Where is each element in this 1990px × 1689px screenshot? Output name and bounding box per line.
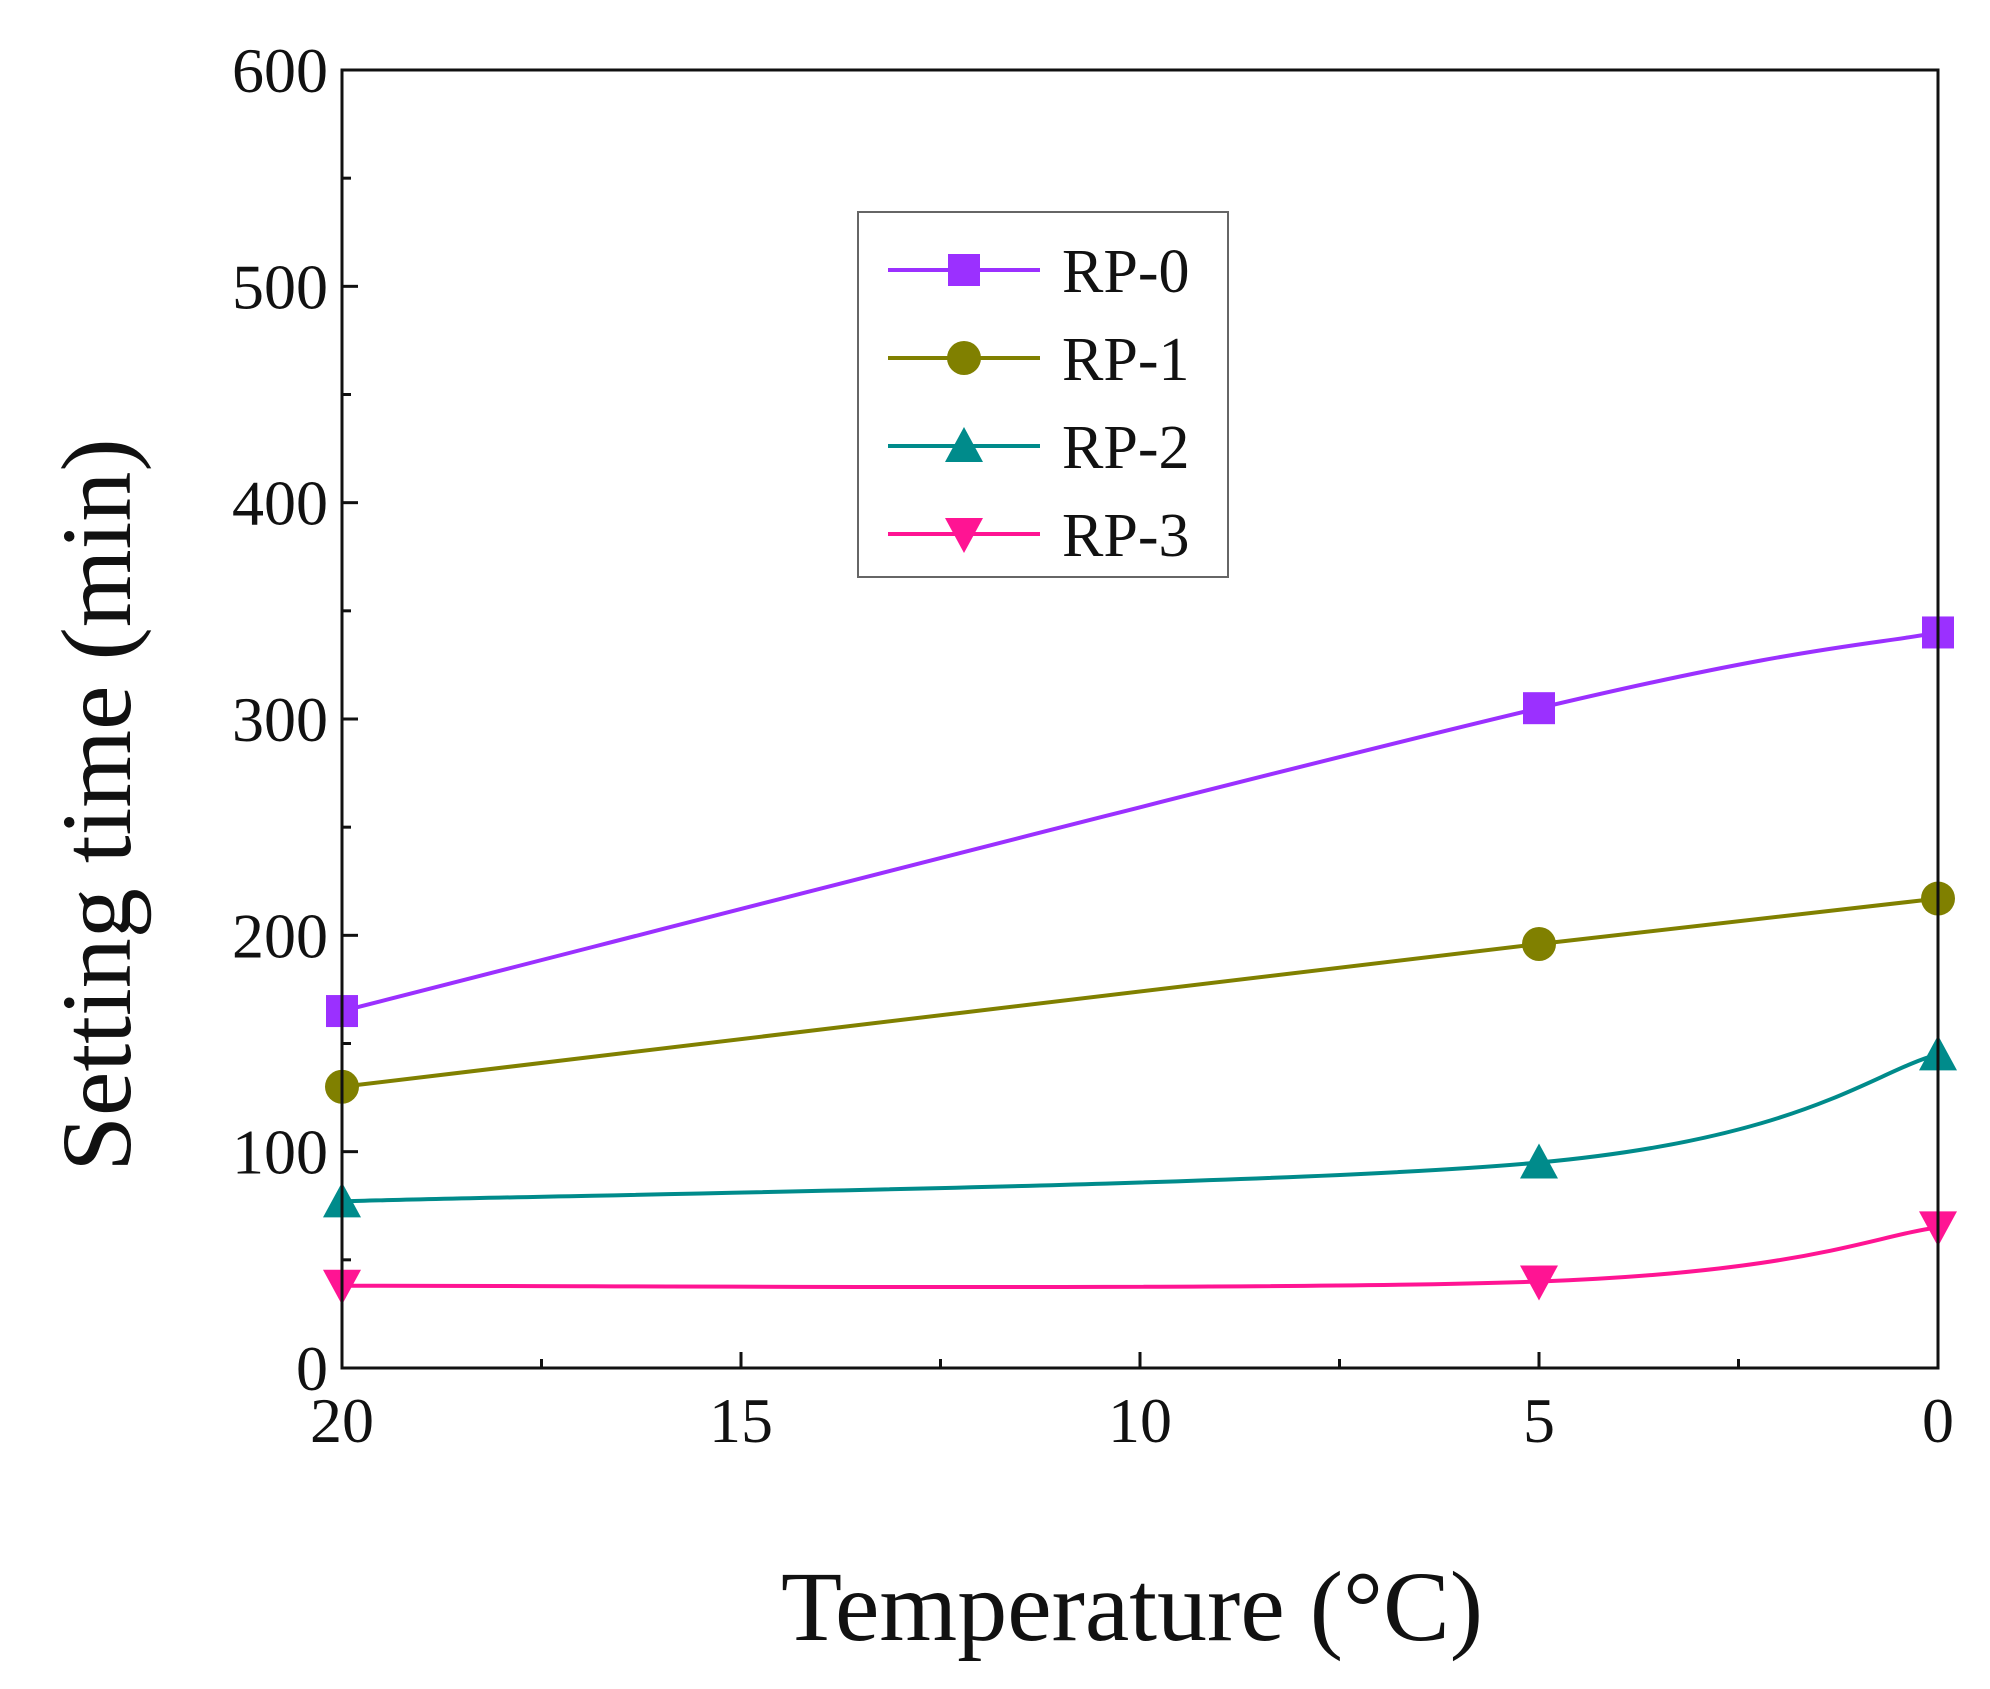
y-tick-label: 300 bbox=[232, 684, 328, 755]
y-tick-label: 500 bbox=[232, 251, 328, 322]
legend-entry: RP-2 bbox=[888, 414, 1189, 482]
data-point bbox=[1522, 926, 1556, 961]
y-tick-label: 600 bbox=[232, 35, 328, 106]
data-point bbox=[1520, 1265, 1558, 1301]
x-tick-label: 5 bbox=[1523, 1385, 1555, 1456]
y-tick-label: 200 bbox=[232, 900, 328, 971]
legend-label: RP-0 bbox=[1062, 238, 1189, 306]
y-tick-label: 100 bbox=[232, 1117, 328, 1188]
x-axis-title: Temperature (°C) bbox=[781, 1551, 1483, 1662]
y-axis-title: Setting time (min) bbox=[41, 438, 152, 1171]
legend: RP-0 RP-1 RP-2 RP-3 bbox=[857, 211, 1229, 578]
legend-entry: RP-0 bbox=[888, 238, 1189, 306]
legend-box bbox=[857, 211, 1229, 578]
series-line bbox=[341, 1225, 1939, 1290]
y-tick-label: 0 bbox=[296, 1333, 328, 1404]
x-tick-label: 20 bbox=[310, 1385, 374, 1456]
axes: 0 100 200 300 400 500 600 20 15 10 5 0 bbox=[232, 35, 1954, 1456]
legend-entry: RP-1 bbox=[888, 326, 1189, 394]
legend-label: RP-3 bbox=[1062, 502, 1189, 570]
x-tick-label: 10 bbox=[1108, 1385, 1172, 1456]
legend-entry: RP-3 bbox=[888, 502, 1189, 570]
legend-marker bbox=[945, 518, 983, 553]
series-rp-2 bbox=[323, 1035, 1957, 1218]
x-tick-label: 0 bbox=[1922, 1385, 1954, 1456]
series-layer bbox=[323, 616, 1957, 1305]
legend-marker bbox=[947, 341, 981, 375]
series-line bbox=[341, 1052, 1939, 1204]
data-point bbox=[1520, 1143, 1558, 1179]
series-rp-1 bbox=[325, 881, 1955, 1104]
x-tick-label: 15 bbox=[709, 1385, 773, 1456]
legend-label: RP-1 bbox=[1062, 326, 1189, 394]
series-rp-3 bbox=[323, 1211, 1957, 1305]
series-line bbox=[341, 630, 1939, 1013]
series-line bbox=[341, 896, 1939, 1089]
series-rp-0 bbox=[326, 616, 1954, 1028]
legend-marker bbox=[945, 427, 983, 462]
data-point bbox=[1523, 692, 1555, 725]
legend-marker bbox=[948, 254, 980, 286]
legend-label: RP-2 bbox=[1062, 414, 1189, 482]
y-tick-label: 400 bbox=[232, 468, 328, 539]
